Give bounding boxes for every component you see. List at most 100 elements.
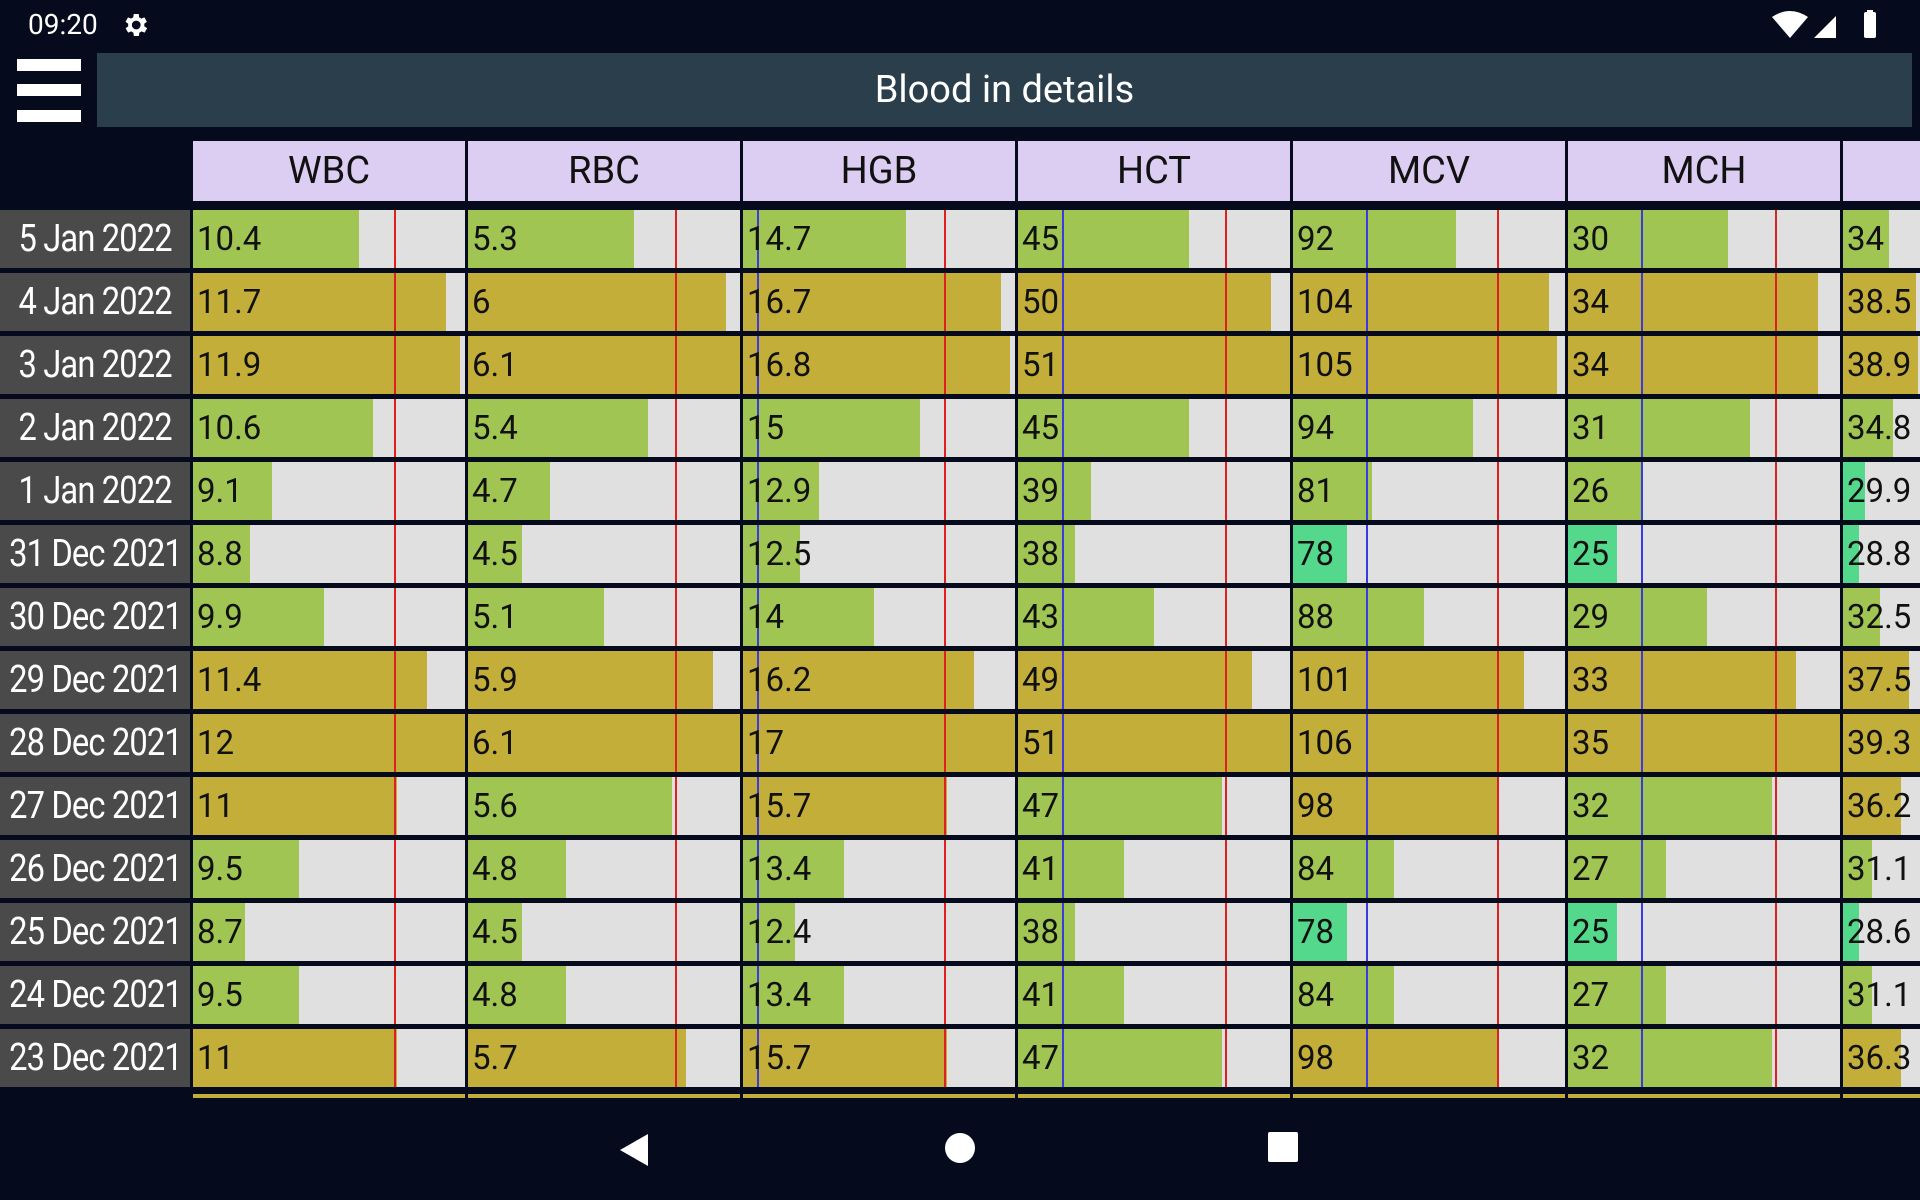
value-cell-hgb[interactable]: 16.8 xyxy=(743,336,1015,394)
column-header-hct[interactable]: HCT xyxy=(1018,141,1290,201)
value-cell-mcv[interactable]: 105 xyxy=(1293,336,1565,394)
value-cell-mcv[interactable]: 98 xyxy=(1293,777,1565,835)
value-cell-mch[interactable]: 34 xyxy=(1568,336,1840,394)
column-header-wbc[interactable]: WBC xyxy=(193,141,465,201)
row-date-label[interactable]: 27 Dec 2021 xyxy=(0,777,190,835)
value-cell-wbc[interactable]: 8.7 xyxy=(193,903,465,961)
value-cell-hct[interactable]: 47 xyxy=(1018,1029,1290,1087)
value-cell-mch[interactable]: 32 xyxy=(1568,777,1840,835)
value-cell-mch[interactable]: 27 xyxy=(1568,840,1840,898)
value-cell-wbc[interactable]: 12 xyxy=(193,714,465,772)
value-cell-mcv[interactable]: 88 xyxy=(1293,588,1565,646)
value-cell-mcv[interactable]: 78 xyxy=(1293,903,1565,961)
value-cell-hgb[interactable]: 15 xyxy=(743,399,1015,457)
value-cell-mchc[interactable]: 38.5 xyxy=(1843,273,1920,331)
value-cell-mcv[interactable]: 101 xyxy=(1293,651,1565,709)
value-cell-wbc[interactable]: 11 xyxy=(193,777,465,835)
value-cell-mchc[interactable]: 39.3 xyxy=(1843,714,1920,772)
value-cell-hct[interactable]: 38 xyxy=(1018,525,1290,583)
value-cell-mch[interactable]: 25 xyxy=(1568,903,1840,961)
value-cell-hgb[interactable]: 16.7 xyxy=(743,273,1015,331)
value-cell-rbc[interactable]: 5.7 xyxy=(468,1029,740,1087)
value-cell-mch[interactable]: 26 xyxy=(1568,462,1840,520)
value-cell-mchc[interactable]: 38.9 xyxy=(1843,336,1920,394)
home-icon[interactable] xyxy=(944,1132,976,1164)
value-cell-wbc[interactable]: 11 xyxy=(193,1029,465,1087)
value-cell-hct[interactable]: 47 xyxy=(1018,777,1290,835)
menu-hamburger-icon[interactable] xyxy=(17,59,81,122)
value-cell-mch[interactable]: 32 xyxy=(1568,1029,1840,1087)
value-cell-hct[interactable]: 45 xyxy=(1018,399,1290,457)
column-header-mchc[interactable] xyxy=(1843,141,1920,201)
row-date-label[interactable]: 1 Jan 2022 xyxy=(0,462,190,520)
value-cell-hgb[interactable]: 16.2 xyxy=(743,651,1015,709)
column-header-mch[interactable]: MCH xyxy=(1568,141,1840,201)
value-cell-wbc[interactable]: 9.5 xyxy=(193,840,465,898)
value-cell-hct[interactable]: 43 xyxy=(1018,588,1290,646)
row-date-label[interactable]: 24 Dec 2021 xyxy=(0,966,190,1024)
value-cell-mch[interactable]: 27 xyxy=(1568,966,1840,1024)
row-date-label[interactable]: 29 Dec 2021 xyxy=(0,651,190,709)
value-cell-wbc[interactable]: 8.8 xyxy=(193,525,465,583)
value-cell-mchc[interactable]: 37.5 xyxy=(1843,651,1920,709)
value-cell-mchc[interactable]: 29.9 xyxy=(1843,462,1920,520)
value-cell-hgb[interactable]: 17 xyxy=(743,714,1015,772)
value-cell-mchc[interactable]: 36.3 xyxy=(1843,1029,1920,1087)
value-cell-mchc[interactable]: 34 xyxy=(1843,210,1920,268)
value-cell-hct[interactable]: 45 xyxy=(1018,210,1290,268)
value-cell-rbc[interactable]: 6 xyxy=(468,273,740,331)
value-cell-hgb[interactable]: 12.4 xyxy=(743,903,1015,961)
value-cell-wbc[interactable]: 9.5 xyxy=(193,966,465,1024)
value-cell-mcv[interactable]: 81 xyxy=(1293,462,1565,520)
value-cell-mchc[interactable]: 32.5 xyxy=(1843,588,1920,646)
value-cell-mchc[interactable]: 31.1 xyxy=(1843,840,1920,898)
value-cell-mch[interactable]: 33 xyxy=(1568,651,1840,709)
back-icon[interactable] xyxy=(618,1132,650,1168)
value-cell-mcv[interactable]: 106 xyxy=(1293,714,1565,772)
value-cell-mcv[interactable]: 104 xyxy=(1293,273,1565,331)
value-cell-mch[interactable]: 25 xyxy=(1568,525,1840,583)
value-cell-hgb[interactable]: 12.9 xyxy=(743,462,1015,520)
value-cell-hgb[interactable]: 12.5 xyxy=(743,525,1015,583)
value-cell-mcv[interactable]: 98 xyxy=(1293,1029,1565,1087)
value-cell-rbc[interactable]: 4.7 xyxy=(468,462,740,520)
row-date-label[interactable]: 25 Dec 2021 xyxy=(0,903,190,961)
value-cell-wbc[interactable]: 9.1 xyxy=(193,462,465,520)
row-date-label[interactable]: 26 Dec 2021 xyxy=(0,840,190,898)
value-cell-mcv[interactable]: 94 xyxy=(1293,399,1565,457)
row-date-label[interactable]: 31 Dec 2021 xyxy=(0,525,190,583)
value-cell-mchc[interactable]: 28.8 xyxy=(1843,525,1920,583)
value-cell-mcv[interactable]: 92 xyxy=(1293,210,1565,268)
value-cell-wbc[interactable]: 10.6 xyxy=(193,399,465,457)
value-cell-mch[interactable]: 35 xyxy=(1568,714,1840,772)
value-cell-hct[interactable]: 51 xyxy=(1018,714,1290,772)
value-cell-mchc[interactable]: 34.8 xyxy=(1843,399,1920,457)
value-cell-hgb[interactable]: 15.7 xyxy=(743,777,1015,835)
recent-apps-icon[interactable] xyxy=(1268,1132,1298,1162)
row-date-label[interactable]: 4 Jan 2022 xyxy=(0,273,190,331)
value-cell-hgb[interactable]: 14.7 xyxy=(743,210,1015,268)
column-header-mcv[interactable]: MCV xyxy=(1293,141,1565,201)
value-cell-mch[interactable]: 31 xyxy=(1568,399,1840,457)
value-cell-hct[interactable]: 50 xyxy=(1018,273,1290,331)
value-cell-hct[interactable]: 38 xyxy=(1018,903,1290,961)
value-cell-rbc[interactable]: 5.1 xyxy=(468,588,740,646)
value-cell-hgb[interactable]: 14 xyxy=(743,588,1015,646)
row-date-label[interactable]: 5 Jan 2022 xyxy=(0,210,190,268)
value-cell-rbc[interactable]: 5.3 xyxy=(468,210,740,268)
value-cell-rbc[interactable]: 6.1 xyxy=(468,336,740,394)
value-cell-rbc[interactable]: 5.6 xyxy=(468,777,740,835)
value-cell-mcv[interactable]: 84 xyxy=(1293,840,1565,898)
value-cell-mcv[interactable]: 84 xyxy=(1293,966,1565,1024)
value-cell-hct[interactable]: 41 xyxy=(1018,840,1290,898)
value-cell-rbc[interactable]: 5.9 xyxy=(468,651,740,709)
value-cell-rbc[interactable]: 6.1 xyxy=(468,714,740,772)
value-cell-rbc[interactable]: 4.8 xyxy=(468,840,740,898)
value-cell-mch[interactable]: 30 xyxy=(1568,210,1840,268)
row-date-label[interactable]: 30 Dec 2021 xyxy=(0,588,190,646)
value-cell-mchc[interactable]: 36.2 xyxy=(1843,777,1920,835)
row-date-label[interactable]: 28 Dec 2021 xyxy=(0,714,190,772)
value-cell-mchc[interactable]: 31.1 xyxy=(1843,966,1920,1024)
column-header-rbc[interactable]: RBC xyxy=(468,141,740,201)
value-cell-rbc[interactable]: 5.4 xyxy=(468,399,740,457)
